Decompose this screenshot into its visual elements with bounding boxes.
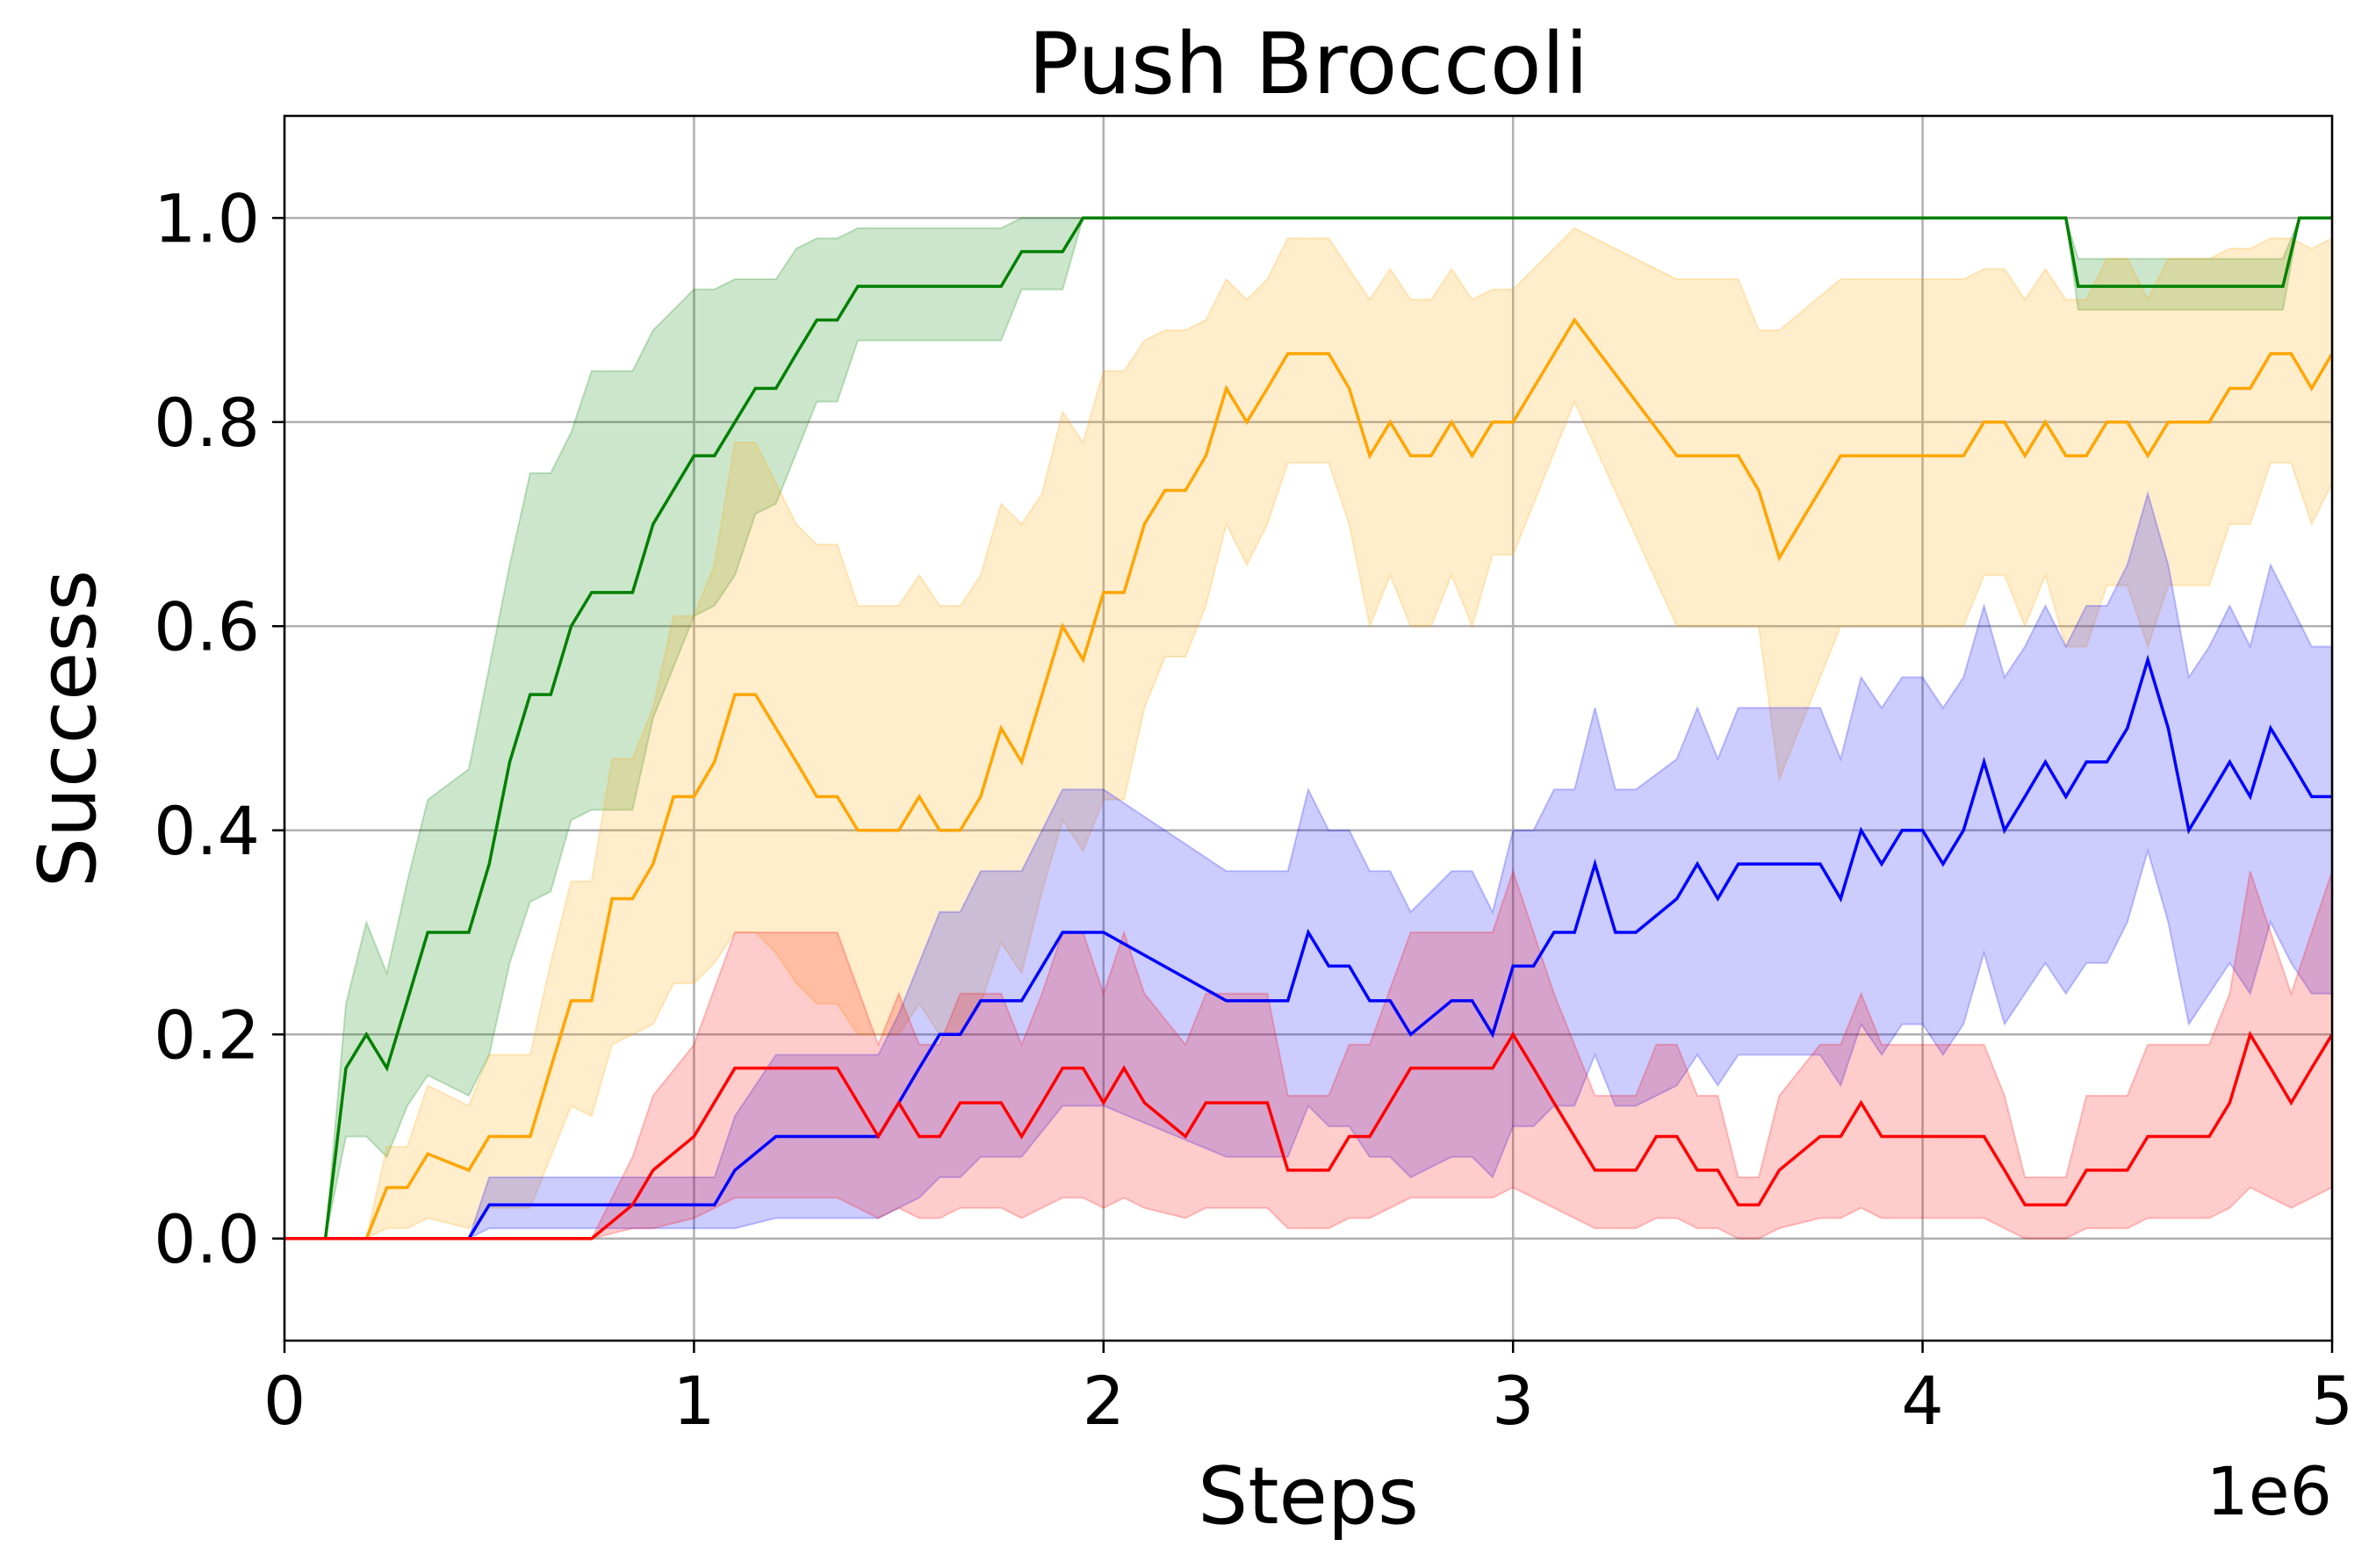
series-1-line [284, 216, 2332, 1241]
axis-ticks: 0 1 2 3 4 5 0.0 0.2 0.4 0.6 0.8 1.0 [154, 179, 2353, 1440]
series-lines [284, 216, 2334, 1241]
series-3-line [284, 654, 2332, 1241]
series-1-band [284, 217, 2332, 1240]
chart-title: Push Broccoli [1028, 15, 1588, 113]
x-tick-label: 3 [1492, 1362, 1534, 1440]
series-2-line [284, 317, 2334, 1241]
y-tick-label: 1.0 [154, 179, 260, 257]
x-axis-label: Steps [1198, 1450, 1419, 1543]
plot-frame [283, 114, 2334, 1342]
y-tick-label: 0.0 [154, 1200, 260, 1278]
y-tick-label: 0.2 [154, 996, 260, 1074]
x-tick-label: 2 [1083, 1362, 1125, 1440]
y-tick-label: 0.6 [154, 587, 260, 665]
y-axis-label: Success [22, 570, 114, 888]
y-tick-label: 0.4 [154, 792, 260, 870]
x-tick-label: 0 [263, 1362, 306, 1440]
series-4-line [284, 1031, 2334, 1241]
y-tick-label: 0.8 [154, 384, 260, 462]
x-axis-offset-text: 1e6 [2207, 1452, 2332, 1530]
x-tick-label: 5 [2311, 1362, 2353, 1440]
confidence-bands [284, 217, 2333, 1240]
x-tick-label: 1 [673, 1362, 715, 1440]
x-tick-label: 4 [1901, 1362, 1943, 1440]
